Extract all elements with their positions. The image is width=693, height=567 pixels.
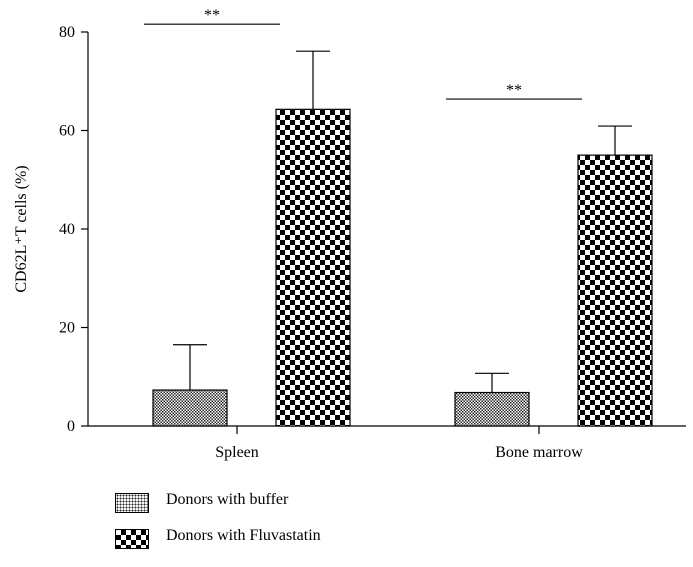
- bar-chart: 0 20 40 60 80 Spleen Bone marrow ** ** CD62L⁺T…: [13, 7, 686, 461]
- y-tick-label: 60: [59, 123, 75, 140]
- bar: [275, 108, 351, 427]
- y-tick-label: 20: [59, 320, 75, 337]
- legend-swatch-buffer: [115, 493, 149, 513]
- x-tick-label: Bone marrow: [495, 444, 583, 461]
- significance-group: ** **: [144, 7, 582, 100]
- y-tick-label: 40: [59, 221, 75, 238]
- bar: [454, 391, 530, 427]
- y-tick-label: 80: [59, 24, 75, 41]
- legend-label-buffer: Donors with buffer: [166, 491, 289, 508]
- significance-label: **: [204, 7, 220, 24]
- y-axis: 0 20 40 60 80: [59, 24, 89, 435]
- legend-swatch-fluvastatin: [115, 529, 149, 549]
- bars-group: [152, 50, 653, 427]
- x-axis: Spleen Bone marrow: [88, 425, 686, 461]
- y-tick-label: 0: [67, 418, 75, 435]
- legend-label-fluvastatin: Donors with Fluvastatin: [166, 527, 321, 544]
- significance-label: **: [506, 82, 522, 99]
- x-tick-label: Spleen: [215, 444, 259, 461]
- bar: [152, 389, 228, 427]
- bar: [577, 154, 653, 427]
- y-axis-label: CD62L⁺T cells (%): [13, 165, 30, 292]
